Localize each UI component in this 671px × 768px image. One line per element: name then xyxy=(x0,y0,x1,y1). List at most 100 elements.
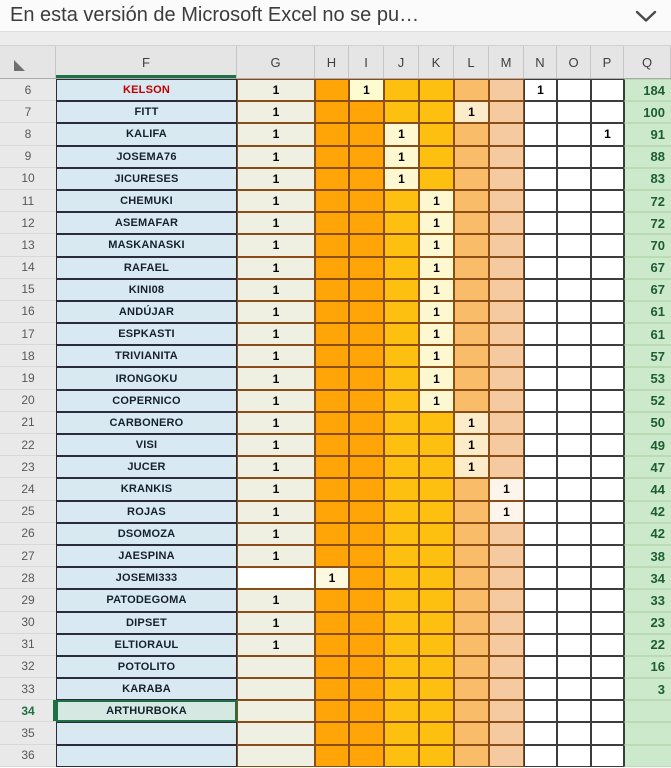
cell-O22[interactable] xyxy=(557,434,591,457)
cell-Q26[interactable]: 42 xyxy=(624,522,671,545)
cell-F29[interactable]: PATODEGOMA xyxy=(56,589,237,612)
cell-M19[interactable] xyxy=(489,367,524,390)
cell-K20[interactable]: 1 xyxy=(419,389,454,412)
cell-G23[interactable]: 1 xyxy=(237,456,315,479)
cell-F13[interactable]: MASKANASKI xyxy=(56,234,237,257)
cell-K6[interactable] xyxy=(419,79,454,102)
cell-I28[interactable] xyxy=(349,567,384,590)
cell-I22[interactable] xyxy=(349,434,384,457)
cell-L12[interactable] xyxy=(454,212,489,235)
cell-M18[interactable] xyxy=(489,345,524,368)
cell-K31[interactable] xyxy=(419,633,454,656)
cell-Q20[interactable]: 52 xyxy=(624,389,671,412)
cell-O31[interactable] xyxy=(557,633,591,656)
cell-F24[interactable]: KRANKIS xyxy=(56,478,237,501)
cell-H20[interactable] xyxy=(315,389,349,412)
cell-I33[interactable] xyxy=(349,678,384,701)
chevron-down-icon[interactable] xyxy=(635,10,657,23)
cell-P14[interactable] xyxy=(591,256,624,279)
cell-Q34[interactable] xyxy=(624,700,671,723)
cell-O30[interactable] xyxy=(557,611,591,634)
cell-Q25[interactable]: 42 xyxy=(624,500,671,523)
row-header-23[interactable]: 23 xyxy=(0,456,56,479)
cell-P8[interactable]: 1 xyxy=(591,123,624,146)
cell-K16[interactable]: 1 xyxy=(419,300,454,324)
cell-I25[interactable] xyxy=(349,500,384,523)
cell-L27[interactable] xyxy=(454,544,489,568)
cell-F8[interactable]: KALIFA xyxy=(56,123,237,146)
row-header-20[interactable]: 20 xyxy=(0,389,56,412)
cell-N24[interactable] xyxy=(524,478,557,501)
cell-M28[interactable] xyxy=(489,567,524,590)
cell-G16[interactable]: 1 xyxy=(237,300,315,324)
cell-G19[interactable]: 1 xyxy=(237,367,315,390)
cell-H32[interactable] xyxy=(315,655,349,679)
cell-G24[interactable]: 1 xyxy=(237,478,315,501)
cell-J35[interactable] xyxy=(384,722,419,745)
cell-O21[interactable] xyxy=(557,411,591,434)
cell-O12[interactable] xyxy=(557,212,591,235)
row-header-30[interactable]: 30 xyxy=(0,611,56,634)
cell-K30[interactable] xyxy=(419,611,454,634)
cell-J12[interactable] xyxy=(384,212,419,235)
row-header-19[interactable]: 19 xyxy=(0,367,56,390)
cell-P31[interactable] xyxy=(591,633,624,656)
cell-J14[interactable] xyxy=(384,256,419,279)
cell-L14[interactable] xyxy=(454,256,489,279)
cell-N25[interactable] xyxy=(524,500,557,523)
cell-O28[interactable] xyxy=(557,567,591,590)
cell-O20[interactable] xyxy=(557,389,591,412)
cell-G33[interactable] xyxy=(237,678,315,701)
cell-P18[interactable] xyxy=(591,345,624,368)
cell-G25[interactable]: 1 xyxy=(237,500,315,523)
cell-J8[interactable]: 1 xyxy=(384,123,419,146)
cell-G12[interactable]: 1 xyxy=(237,212,315,235)
cell-P25[interactable] xyxy=(591,500,624,523)
cell-K15[interactable]: 1 xyxy=(419,278,454,301)
cell-L33[interactable] xyxy=(454,678,489,701)
cell-G13[interactable]: 1 xyxy=(237,234,315,257)
cell-Q24[interactable]: 44 xyxy=(624,478,671,501)
cell-G15[interactable]: 1 xyxy=(237,278,315,301)
cell-I16[interactable] xyxy=(349,300,384,324)
cell-J33[interactable] xyxy=(384,678,419,701)
cell-N13[interactable] xyxy=(524,234,557,257)
cell-G18[interactable]: 1 xyxy=(237,345,315,368)
cell-I8[interactable] xyxy=(349,123,384,146)
cell-Q8[interactable]: 91 xyxy=(624,123,671,146)
cell-O27[interactable] xyxy=(557,544,591,568)
cell-H24[interactable] xyxy=(315,478,349,501)
cell-K8[interactable] xyxy=(419,123,454,146)
cell-L32[interactable] xyxy=(454,655,489,679)
cell-I10[interactable] xyxy=(349,167,384,190)
row-header-12[interactable]: 12 xyxy=(0,212,56,235)
cell-M30[interactable] xyxy=(489,611,524,634)
cell-Q32[interactable]: 16 xyxy=(624,655,671,679)
cell-G29[interactable]: 1 xyxy=(237,589,315,612)
cell-G35[interactable] xyxy=(237,722,315,745)
cell-H9[interactable] xyxy=(315,145,349,168)
cell-G21[interactable]: 1 xyxy=(237,411,315,434)
cell-Q16[interactable]: 61 xyxy=(624,300,671,324)
cell-O6[interactable] xyxy=(557,79,591,102)
cell-F16[interactable]: ANDÚJAR xyxy=(56,300,237,324)
cell-H12[interactable] xyxy=(315,212,349,235)
cell-I35[interactable] xyxy=(349,722,384,745)
cell-G27[interactable]: 1 xyxy=(237,544,315,568)
cell-H25[interactable] xyxy=(315,500,349,523)
cell-O13[interactable] xyxy=(557,234,591,257)
cell-F9[interactable]: JOSEMA76 xyxy=(56,145,237,168)
cell-P22[interactable] xyxy=(591,434,624,457)
cell-M34[interactable] xyxy=(489,700,524,723)
cell-O14[interactable] xyxy=(557,256,591,279)
cell-H34[interactable] xyxy=(315,700,349,723)
cell-P17[interactable] xyxy=(591,323,624,346)
cell-M11[interactable] xyxy=(489,189,524,213)
cell-N30[interactable] xyxy=(524,611,557,634)
cell-Q11[interactable]: 72 xyxy=(624,189,671,213)
cell-L8[interactable] xyxy=(454,123,489,146)
cell-Q22[interactable]: 49 xyxy=(624,434,671,457)
cell-Q28[interactable]: 34 xyxy=(624,567,671,590)
cell-P7[interactable] xyxy=(591,101,624,124)
col-header-I[interactable]: I xyxy=(349,46,384,78)
